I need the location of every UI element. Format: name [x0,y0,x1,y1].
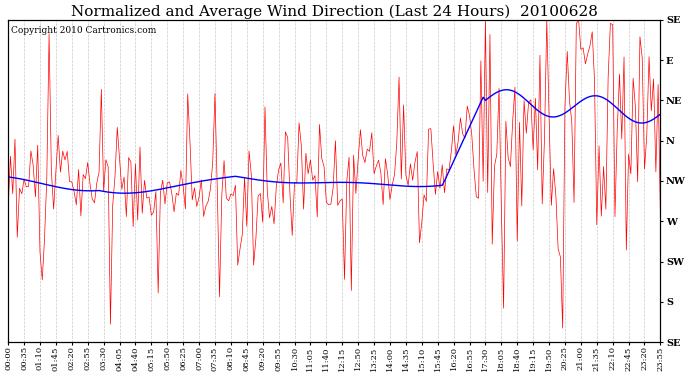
Title: Normalized and Average Wind Direction (Last 24 Hours)  20100628: Normalized and Average Wind Direction (L… [71,4,598,18]
Text: Copyright 2010 Cartronics.com: Copyright 2010 Cartronics.com [12,26,157,35]
